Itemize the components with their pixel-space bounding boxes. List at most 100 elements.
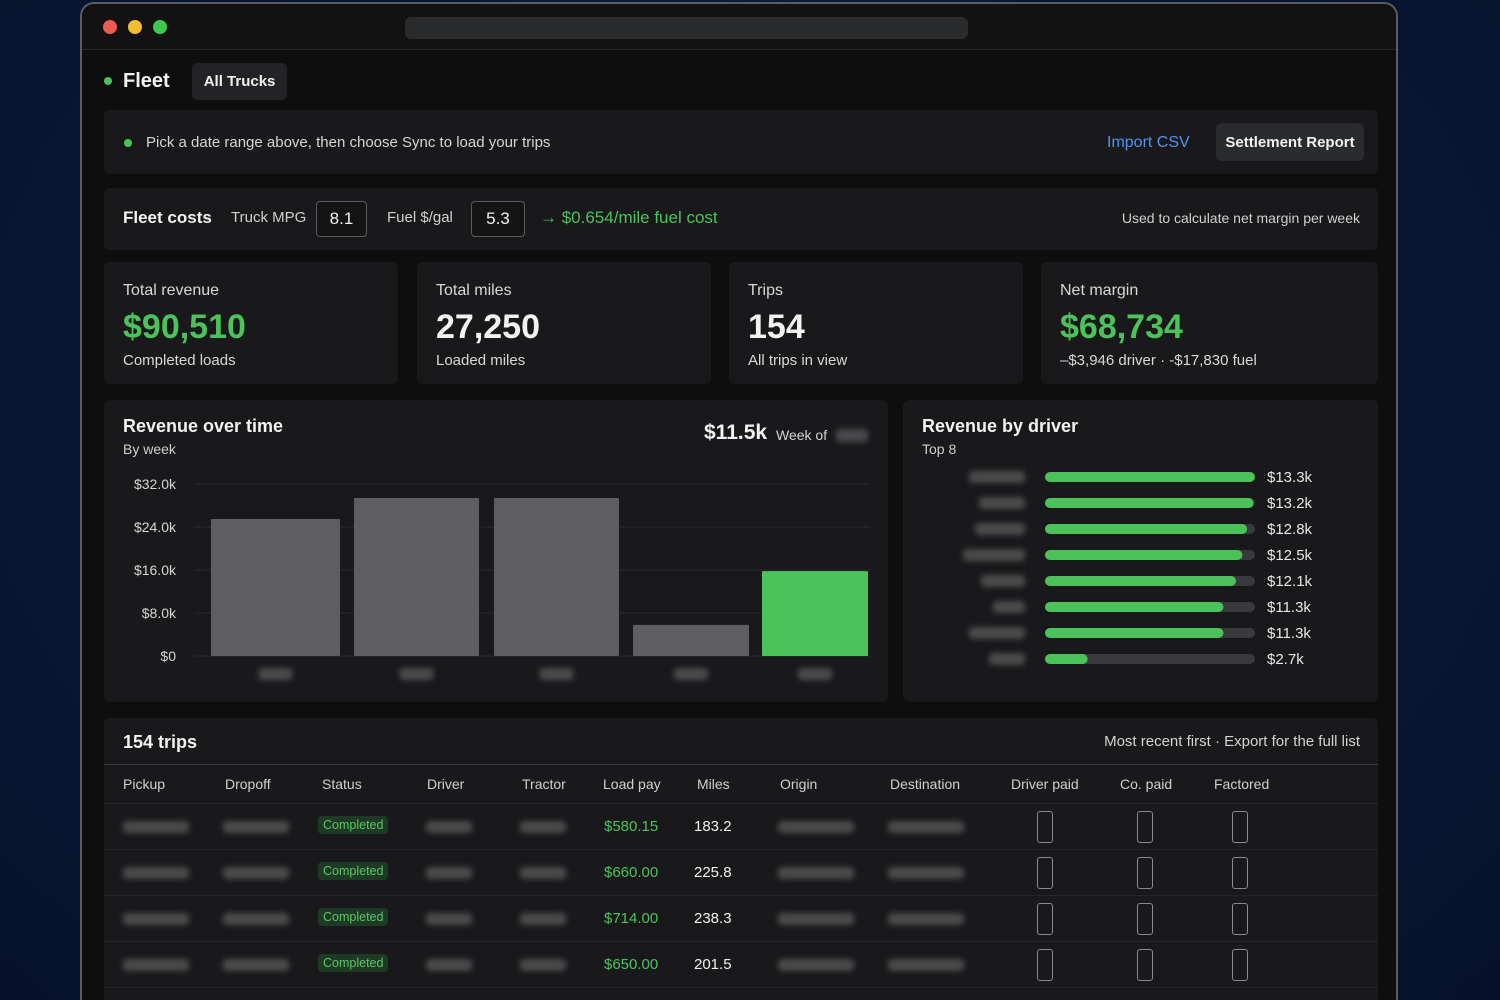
redacted-driver-name [979, 497, 1025, 509]
revenue-by-driver-panel: Revenue by driver Top 8 $13.3k $13.2k $12.… [903, 400, 1378, 702]
revenue-bar[interactable] [211, 518, 340, 656]
factored-checkbox[interactable] [1232, 811, 1248, 843]
driver-paid-checkbox[interactable] [1037, 811, 1053, 843]
stat-value: $68,734 [1060, 308, 1183, 346]
fuel-price-input[interactable]: 5.3 [471, 201, 525, 237]
y-tick-label: $24.0k [134, 519, 177, 535]
driver-paid-checkbox[interactable] [1037, 903, 1053, 935]
import-csv-link[interactable]: Import CSV [1107, 134, 1190, 151]
co-paid-checkbox[interactable] [1137, 857, 1153, 889]
title-bar [82, 4, 1396, 50]
driver-revenue-bar[interactable] [1045, 654, 1088, 664]
stat-total-miles: Total miles 27,250 Loaded miles [417, 262, 711, 384]
factored-checkbox[interactable] [1232, 903, 1248, 935]
redacted-week-label [674, 668, 708, 680]
status-badge: Completed [318, 954, 389, 972]
stat-subtext: Loaded miles [436, 352, 526, 369]
stat-label: Trips [748, 282, 783, 299]
revenue-over-time-chart: $32.0k $24.0k $16.0k $8.0k $0 [134, 476, 870, 680]
trips-table-panel: 154 trips Most recent first · Export for… [104, 718, 1378, 1000]
status-badge: Completed [318, 816, 389, 834]
redacted-week-label [539, 668, 574, 680]
driver-revenue-bar[interactable] [1045, 576, 1237, 586]
col-co-paid[interactable]: Co. paid [1120, 776, 1173, 792]
table-row[interactable]: Completed $660.00 225.8 [104, 850, 1378, 896]
revenue-bar[interactable] [354, 498, 479, 656]
revenue-bar[interactable] [494, 498, 619, 656]
co-paid-checkbox[interactable] [1137, 811, 1153, 843]
miles: 238.3 [694, 910, 732, 927]
factored-checkbox[interactable] [1232, 949, 1248, 981]
redacted-week-label [258, 668, 293, 680]
driver-revenue-bar[interactable] [1045, 498, 1254, 508]
col-destination[interactable]: Destination [890, 776, 961, 792]
stat-net-margin: Net margin $68,734 –$3,946 driver · -$17… [1041, 262, 1378, 384]
table-header: Pickup Dropoff Status Driver Tractor Loa… [104, 764, 1378, 804]
fuel-price-label: Fuel $/gal [387, 209, 453, 226]
redacted-destination [888, 913, 964, 925]
revenue-bar[interactable] [762, 571, 868, 656]
table-row[interactable]: Completed $580.15 183.2 [104, 804, 1378, 850]
co-paid-checkbox[interactable] [1137, 903, 1153, 935]
redacted-driver-name [975, 523, 1025, 535]
col-factored[interactable]: Factored [1214, 776, 1270, 792]
driver-revenue-bar[interactable] [1045, 628, 1224, 638]
col-miles[interactable]: Miles [697, 776, 730, 792]
col-driver[interactable]: Driver [427, 776, 465, 792]
redacted-tractor [520, 959, 566, 971]
minimize-window-button[interactable] [128, 20, 142, 34]
redacted-week-label [399, 668, 434, 680]
stat-value: 27,250 [436, 308, 540, 346]
driver-revenue-label: $11.3k [1267, 599, 1311, 616]
load-pay: $714.00 [604, 910, 659, 927]
driver-paid-checkbox[interactable] [1037, 949, 1053, 981]
notice-dot-icon [124, 139, 132, 147]
y-tick-label: $16.0k [134, 562, 177, 578]
driver-revenue-label: $2.7k [1267, 651, 1304, 668]
col-load-pay[interactable]: Load pay [603, 776, 661, 792]
col-dropoff[interactable]: Dropoff [225, 776, 271, 792]
redacted-driver [426, 821, 472, 833]
col-status[interactable]: Status [322, 776, 362, 792]
truck-mpg-input[interactable]: 8.1 [316, 201, 367, 237]
table-row[interactable]: Completed $650.00 201.5 [104, 942, 1378, 988]
main-content: Fleet All Trucks Pick a date range above… [104, 50, 1378, 1000]
driver-revenue-label: $12.5k [1267, 547, 1313, 564]
col-driver-paid[interactable]: Driver paid [1011, 776, 1079, 792]
redacted-destination [888, 867, 964, 879]
col-origin[interactable]: Origin [780, 776, 818, 792]
status-badge: Completed [318, 862, 389, 880]
driver-revenue-bar[interactable] [1045, 524, 1248, 534]
address-bar[interactable] [405, 17, 968, 39]
fleet-costs-bar: Fleet costs Truck MPG 8.1 Fuel $/gal 5.3… [104, 188, 1378, 250]
driver-paid-checkbox[interactable] [1037, 857, 1053, 889]
costs-note: Used to calculate net margin per week [1121, 210, 1360, 226]
stat-total-revenue: Total revenue $90,510 Completed loads [104, 262, 398, 384]
co-paid-checkbox[interactable] [1137, 949, 1153, 981]
close-window-button[interactable] [103, 20, 117, 34]
redacted-tractor [520, 913, 566, 925]
tab-all-trucks[interactable]: All Trucks [191, 62, 288, 100]
redacted-driver-name [993, 601, 1025, 613]
factored-checkbox[interactable] [1232, 857, 1248, 889]
maximize-window-button[interactable] [153, 20, 167, 34]
redacted-tractor [520, 867, 566, 879]
revenue-by-driver-chart: $13.3k $13.2k $12.8k $12.5k $12.1k $11.3k $11.… [963, 469, 1313, 668]
driver-revenue-bar[interactable] [1045, 602, 1224, 612]
brand-title: Fleet [123, 69, 170, 92]
redacted-driver-name [981, 575, 1025, 587]
stat-trips: Trips 154 All trips in view [729, 262, 1023, 384]
col-tractor[interactable]: Tractor [522, 776, 566, 792]
y-tick-label: $32.0k [134, 476, 177, 492]
col-pickup[interactable]: Pickup [123, 776, 166, 792]
top-nav: Fleet All Trucks [104, 62, 288, 100]
settlement-report-button[interactable]: Settlement Report [1216, 123, 1364, 161]
selected-week-value: $11.5k [704, 421, 768, 444]
y-tick-label: $0 [160, 648, 176, 664]
driver-revenue-bar[interactable] [1045, 472, 1255, 482]
driver-revenue-bar[interactable] [1045, 550, 1243, 560]
revenue-bar[interactable] [633, 624, 749, 656]
redacted-origin [778, 913, 854, 925]
table-row[interactable]: Completed $714.00 238.3 [104, 896, 1378, 942]
redacted-dropoff [223, 821, 289, 833]
